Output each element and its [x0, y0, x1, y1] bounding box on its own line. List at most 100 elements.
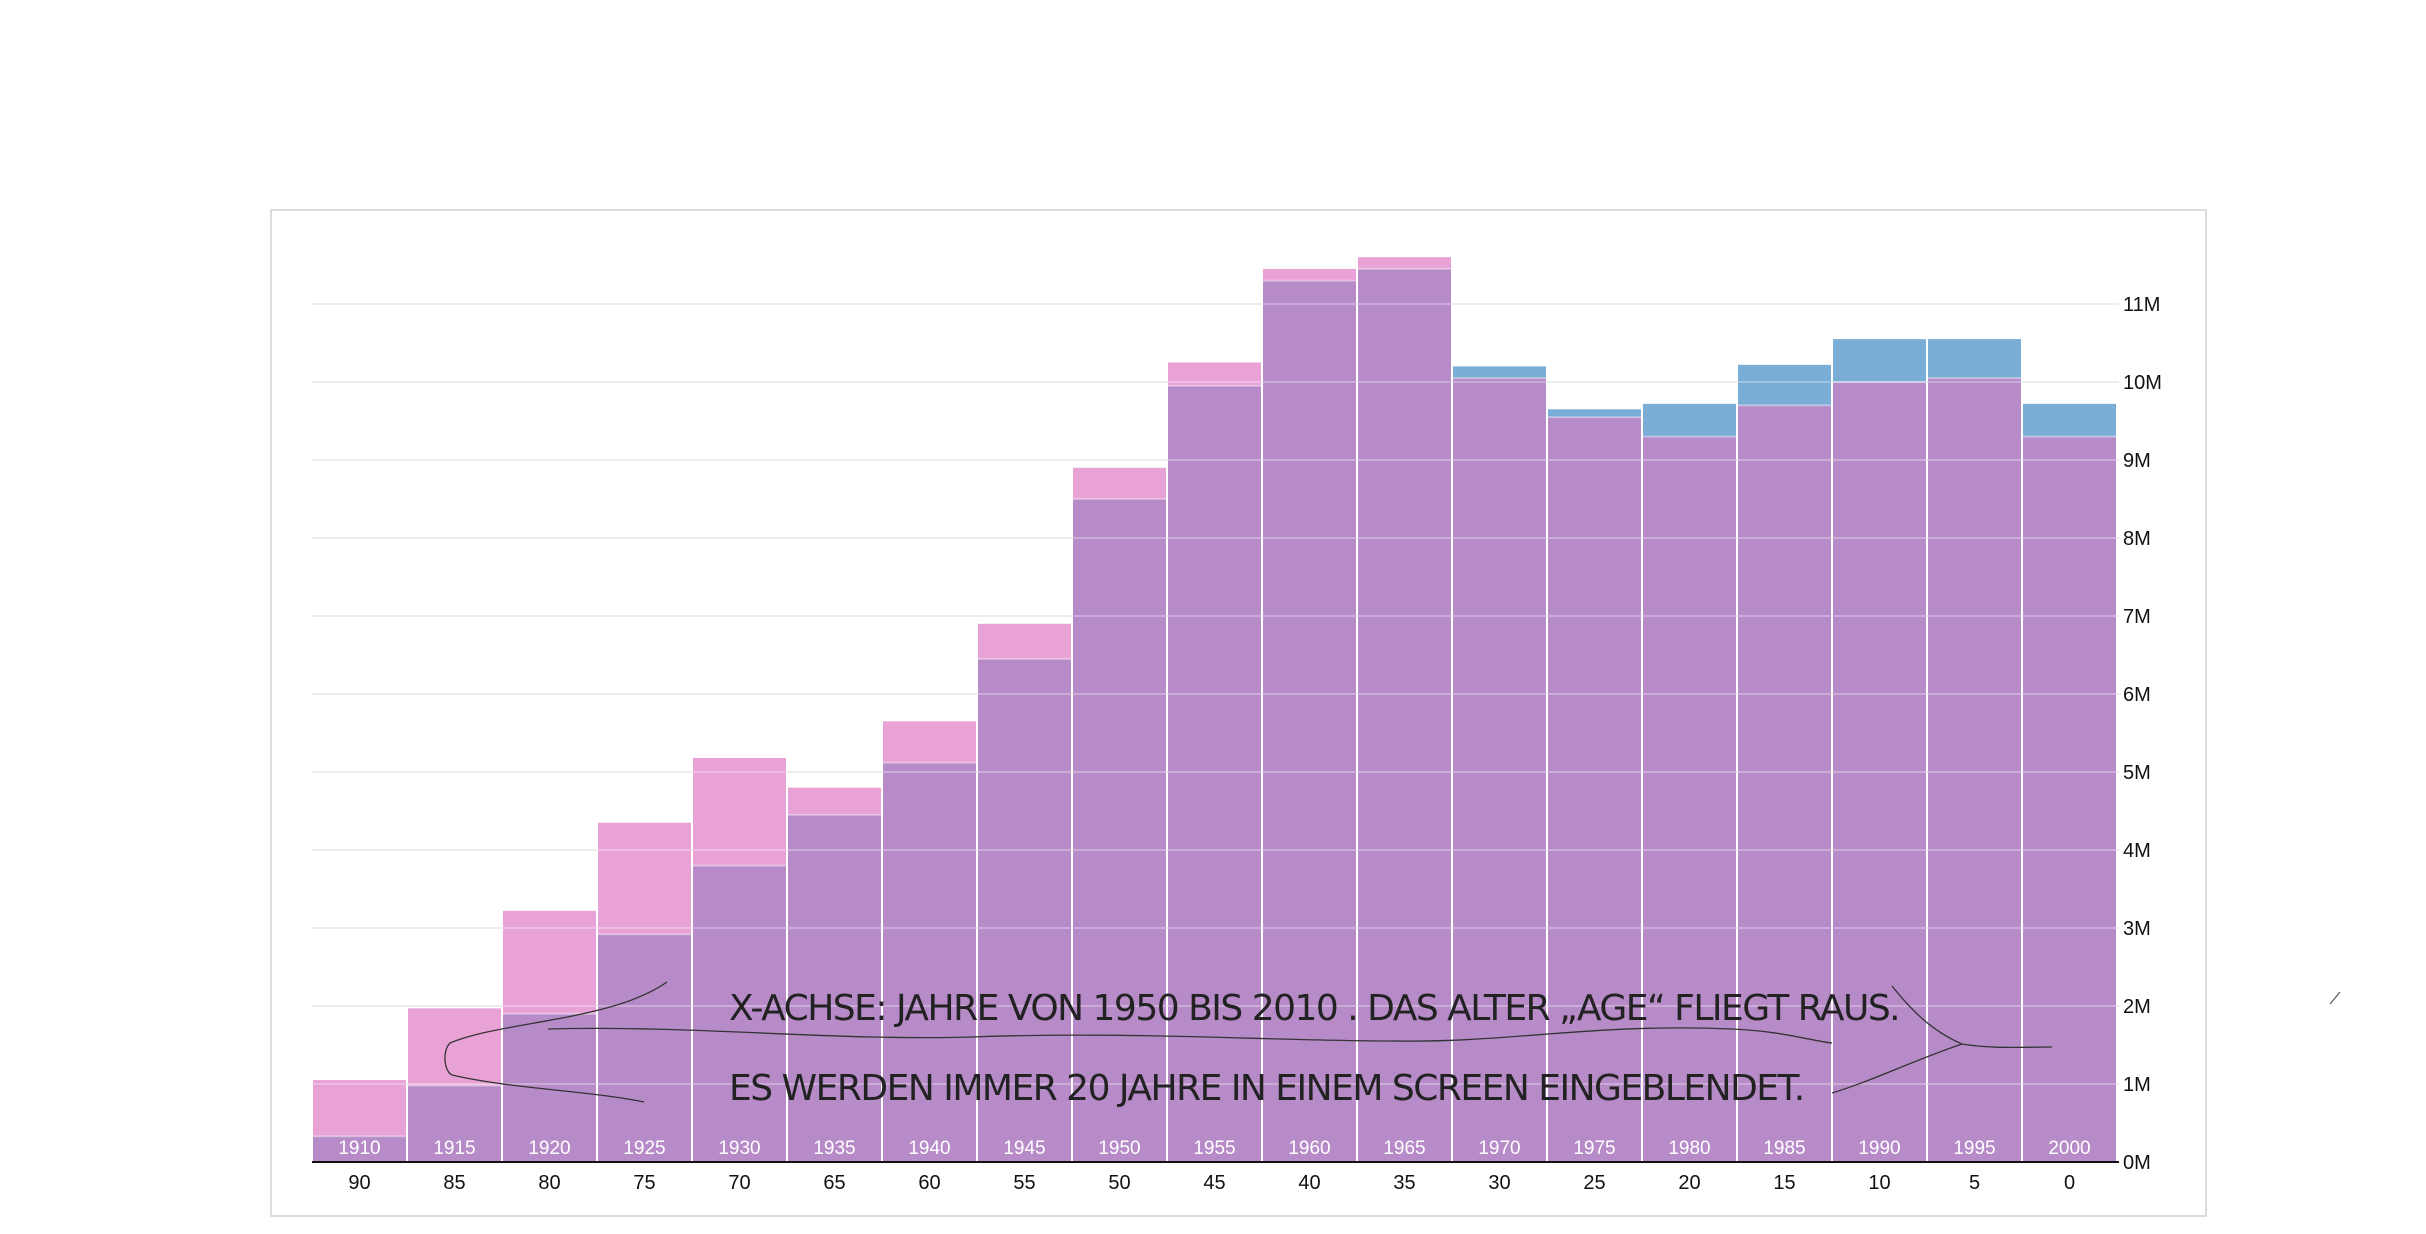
x-tick-label: 35	[1393, 1172, 1415, 1194]
bar-female-excess	[1358, 257, 1451, 269]
grid-overlay	[312, 267, 2119, 1138]
bar-overlap	[313, 1136, 406, 1162]
x-tick-label: 65	[823, 1172, 845, 1194]
bar-overlap	[883, 762, 976, 1162]
bar-overlap	[978, 658, 1071, 1162]
bar-year-label: 1930	[718, 1138, 760, 1159]
population-chart: 1910 1915 1920 1925 1930 1935 1940 1945 1950 1955…	[312, 257, 2162, 1194]
bars	[313, 257, 2116, 1163]
x-tick-label: 40	[1298, 1172, 1320, 1194]
x-tick-label: 20	[1678, 1172, 1700, 1194]
bar-year-label: 1965	[1383, 1138, 1425, 1159]
bar-overlap	[1453, 378, 1546, 1163]
bar-overlap	[1358, 268, 1451, 1162]
bar-overlap	[1073, 499, 1166, 1162]
bar-overlap	[503, 1013, 596, 1162]
bar-female-excess	[883, 721, 976, 763]
bar-female-excess	[1073, 467, 1166, 499]
chart-frame: 1910 1915 1920 1925 1930 1935 1940 1945 1950 1955…	[270, 209, 2207, 1217]
y-tick-label: 4M	[2123, 840, 2151, 862]
x-tick-label: 30	[1488, 1172, 1510, 1194]
bar-male-excess	[1548, 409, 1641, 418]
x-tick-label: 80	[538, 1172, 560, 1194]
bar-male-excess	[1738, 364, 1831, 406]
y-tick-label: 8M	[2123, 528, 2151, 550]
bar-year-label: 1945	[1003, 1138, 1045, 1159]
y-tick-label: 2M	[2123, 996, 2151, 1018]
bar-overlap	[1548, 417, 1641, 1163]
x-tick-label: 75	[633, 1172, 655, 1194]
bar-male-excess	[1928, 339, 2021, 379]
bar-overlap	[788, 814, 881, 1162]
bar-overlap	[1738, 405, 1831, 1162]
axes: 90 85 80 75 70 65 60 55 50 45 40 35 30 25 20 15 10 5 00M1M…	[312, 294, 2162, 1194]
x-tick-label: 45	[1203, 1172, 1225, 1194]
bar-year-label: 1915	[433, 1138, 475, 1159]
x-tick-label: 15	[1773, 1172, 1795, 1194]
y-tick-label: 10M	[2123, 372, 2162, 394]
y-tick-label: 7M	[2123, 606, 2151, 628]
bar-overlap	[1643, 436, 1736, 1163]
y-tick-label: 9M	[2123, 450, 2151, 472]
scribble-line-top	[547, 1027, 1833, 1044]
y-tick-label: 5M	[2123, 762, 2151, 784]
scribble-arrow-left	[444, 981, 668, 1103]
bar-male-excess	[1453, 366, 1546, 379]
bar-female-excess	[1263, 268, 1356, 281]
bar-overlap	[598, 934, 691, 1162]
x-tick-label: 10	[1868, 1172, 1890, 1194]
bar-female-excess	[693, 757, 786, 866]
x-tick-label: 5	[1969, 1172, 1980, 1194]
scribble-arrow-right	[1831, 985, 2053, 1094]
bar-overlap	[693, 865, 786, 1162]
bar-year-label: 1970	[1478, 1138, 1520, 1159]
bar-year-label: 1975	[1573, 1138, 1615, 1159]
bar-male-excess	[1833, 339, 1926, 382]
x-tick-label: 0	[2064, 1172, 2075, 1194]
bar-female-excess	[978, 623, 1071, 659]
y-tick-label: 0M	[2123, 1152, 2151, 1174]
bar-overlap	[1168, 385, 1261, 1162]
x-tick-label: 55	[1013, 1172, 1035, 1194]
bar-year-label: 1955	[1193, 1138, 1235, 1159]
bar-year-label: 1920	[528, 1138, 570, 1159]
bar-female-excess	[503, 910, 596, 1014]
pen-mark	[2329, 991, 2341, 1005]
annotation-line-1: X-ACHSE: JAHRE VON 1950 BIS 2010 . DAS A…	[729, 988, 1899, 1029]
bar-year-label: 1950	[1098, 1138, 1140, 1159]
bar-male-excess	[1643, 403, 1736, 437]
bar-year-label: 1995	[1953, 1138, 1995, 1159]
bar-female-excess	[313, 1080, 406, 1137]
x-tick-label: 70	[728, 1172, 750, 1194]
bar-year-label: 1925	[623, 1138, 665, 1159]
bar-year-label: 1990	[1858, 1138, 1900, 1159]
bar-year-label: 1985	[1763, 1138, 1805, 1159]
bar-labels: 1910 1915 1920 1925 1930 1935 1940 1945 1950 1955…	[338, 1138, 2090, 1159]
y-tick-label: 1M	[2123, 1074, 2151, 1096]
bar-overlap	[1263, 280, 1356, 1163]
annotation-layer: X-ACHSE: JAHRE VON 1950 BIS 2010 . DAS A…	[444, 981, 2053, 1109]
x-tick-label: 25	[1583, 1172, 1605, 1194]
bar-male-excess	[2023, 403, 2116, 437]
bar-year-label: 2000	[2048, 1138, 2090, 1159]
annotation-line-2: ES WERDEN IMMER 20 JAHRE IN EINEM SCREEN…	[729, 1068, 1804, 1109]
bar-year-label: 1940	[908, 1138, 950, 1159]
bar-overlap	[1833, 382, 1926, 1162]
x-tick-label: 85	[443, 1172, 465, 1194]
x-tick-label: 90	[348, 1172, 370, 1194]
bar-female-excess	[1168, 362, 1261, 386]
y-tick-label: 6M	[2123, 684, 2151, 706]
bar-female-excess	[598, 822, 691, 935]
bar-year-label: 1910	[338, 1138, 380, 1159]
x-tick-label: 50	[1108, 1172, 1130, 1194]
bar-year-label: 1935	[813, 1138, 855, 1159]
y-tick-label: 11M	[2123, 294, 2160, 316]
bar-year-label: 1960	[1288, 1138, 1330, 1159]
x-tick-label: 60	[918, 1172, 940, 1194]
bar-year-label: 1980	[1668, 1138, 1710, 1159]
bar-female-excess	[408, 1008, 501, 1086]
bar-female-excess	[788, 787, 881, 815]
bar-overlap	[2023, 436, 2116, 1163]
bar-overlap	[408, 1085, 501, 1162]
bar-overlap	[1928, 378, 2021, 1163]
